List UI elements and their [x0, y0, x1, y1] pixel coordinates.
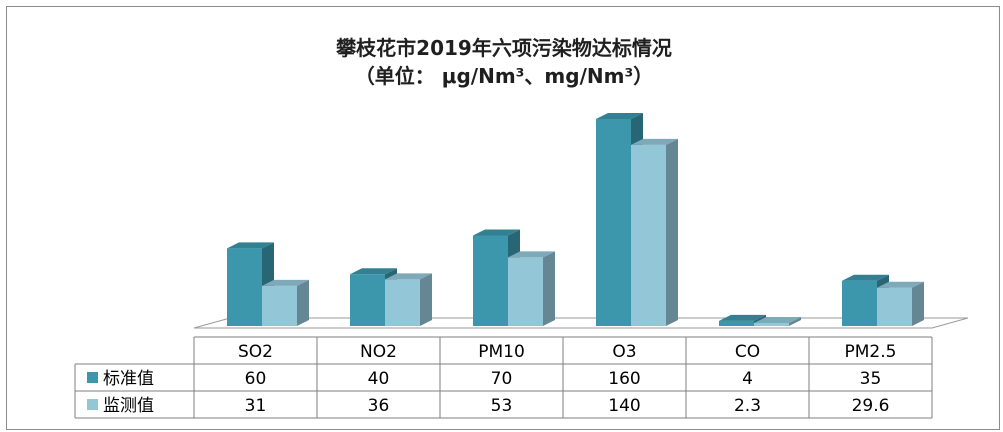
bar-SO2-standard [227, 242, 274, 326]
bar-CO-measured [754, 317, 801, 326]
data-value: 4 [742, 369, 753, 389]
bar-SO2-measured [262, 279, 309, 326]
bar-PM2.5-measured [877, 281, 924, 326]
data-value: 160 [608, 369, 640, 389]
bar-NO2-measured [385, 273, 432, 326]
data-value: 2.3 [734, 396, 761, 416]
data-value: 35 [860, 369, 882, 389]
chart-svg: 攀枝花市2019年六项污染物达标情况 （单位： μg/Nm³、mg/Nm³） S… [74, 36, 969, 419]
chart-frame: 攀枝花市2019年六项污染物达标情况 （单位： μg/Nm³、mg/Nm³） S… [6, 6, 1000, 430]
chart-subtitle: （单位： μg/Nm³、mg/Nm³） [355, 64, 653, 88]
data-value: 29.6 [852, 396, 890, 416]
data-value: 31 [245, 396, 267, 416]
category-label: SO2 [238, 342, 273, 362]
data-value: 40 [368, 369, 390, 389]
data-value: 140 [608, 396, 640, 416]
chart-title: 攀枝花市2019年六项污染物达标情况 [335, 36, 672, 60]
legend-swatch [87, 372, 98, 383]
data-table: SO2 NO2 PM10 O3 CO PM2.5 标准值 60 40 70 160 4 35 监测值 31 3… [74, 336, 933, 419]
data-value: 60 [245, 369, 267, 389]
data-value: 53 [491, 396, 513, 416]
category-label: PM2.5 [845, 342, 897, 362]
bar-O3-measured [631, 138, 678, 326]
data-value: 70 [491, 369, 513, 389]
category-label: O3 [612, 342, 636, 362]
category-label: CO [735, 342, 760, 362]
legend-swatch [87, 399, 98, 410]
category-label: NO2 [360, 342, 397, 362]
bar-group [227, 113, 924, 326]
category-label: PM10 [478, 342, 525, 362]
data-value: 36 [368, 396, 390, 416]
bar-PM10-measured [508, 251, 555, 326]
legend-label: 监测值 [103, 396, 154, 416]
legend-label: 标准值 [103, 369, 154, 389]
